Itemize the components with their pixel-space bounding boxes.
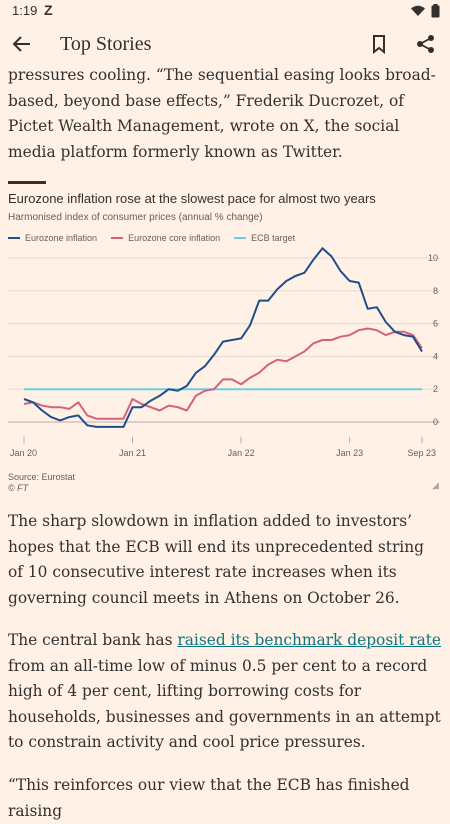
x-tick-label: Jan 22 xyxy=(228,448,255,458)
status-icons xyxy=(411,4,440,18)
series-line-eurozone-inflation xyxy=(23,247,423,428)
wifi-icon xyxy=(411,5,425,16)
y-tick-label: 2 xyxy=(433,384,438,394)
legend-item-target: ECB target xyxy=(234,233,295,243)
legend-label: ECB target xyxy=(251,233,296,243)
chart-legend: Eurozone inflation Eurozone core inflati… xyxy=(8,233,309,243)
legend-label: Eurozone inflation xyxy=(25,233,98,243)
article-paragraph: “This reinforces our view that the ECB h… xyxy=(8,776,410,820)
x-tick-label: Jan 21 xyxy=(119,448,146,458)
status-bar: 1:19 Z xyxy=(0,0,450,22)
x-tick-label: Jan 23 xyxy=(336,448,363,458)
deposit-rate-link[interactable]: raised its benchmark deposit rate xyxy=(177,631,442,649)
legend-swatch xyxy=(111,237,124,239)
share-icon[interactable] xyxy=(416,34,436,54)
chart-source-text: Source: Eurostat xyxy=(8,472,76,482)
legend-label: Eurozone core inflation xyxy=(128,233,221,243)
y-tick-label: 8 xyxy=(433,286,438,296)
battery-icon xyxy=(431,4,440,18)
series-line-eurozone-core-inflation xyxy=(23,327,423,420)
y-tick-label: 4 xyxy=(433,351,438,361)
chart-title: Eurozone inflation rose at the slowest p… xyxy=(8,191,376,206)
legend-swatch xyxy=(8,237,20,239)
app-notification-icon: Z xyxy=(44,2,53,18)
paragraph-text: The central bank has xyxy=(8,631,178,649)
article-paragraph: The central bank has raised its benchmar… xyxy=(8,628,442,756)
back-arrow-icon[interactable] xyxy=(10,32,34,56)
app-bar: Top Stories xyxy=(0,22,450,66)
page-title: Top Stories xyxy=(60,33,152,55)
status-time: 1:19 xyxy=(12,3,38,18)
y-tick-label: 0 xyxy=(433,417,438,427)
x-tick-label: Sep 23 xyxy=(407,448,436,458)
y-tick-label: 10 xyxy=(428,253,438,263)
chart-subtitle: Harmonised index of consumer prices (ann… xyxy=(8,212,263,223)
legend-swatch xyxy=(234,237,247,239)
article-paragraph: pressures cooling. “The sequential easin… xyxy=(8,66,436,161)
paragraph-text: from an all-time low of minus 0.5 per ce… xyxy=(8,656,441,752)
chart-rule xyxy=(8,181,46,184)
legend-item-core: Eurozone core inflation xyxy=(111,233,220,243)
chart-source: Source: Eurostat © FT xyxy=(8,472,75,494)
legend-item-headline: Eurozone inflation xyxy=(8,233,97,243)
y-tick-label: 6 xyxy=(433,319,438,329)
article-paragraph: The sharp slowdown in inflation added to… xyxy=(8,512,424,607)
x-tick-label: Jan 20 xyxy=(10,448,37,458)
inflation-chart: 0 2 4 6 8 10 Jan 20 Jan 21 Jan 22 Jan 23 Sep 23 xyxy=(8,247,440,458)
bookmark-icon[interactable] xyxy=(370,34,388,54)
resize-handle-icon: ◢ xyxy=(432,480,439,490)
chart-credit: © FT xyxy=(8,483,29,493)
